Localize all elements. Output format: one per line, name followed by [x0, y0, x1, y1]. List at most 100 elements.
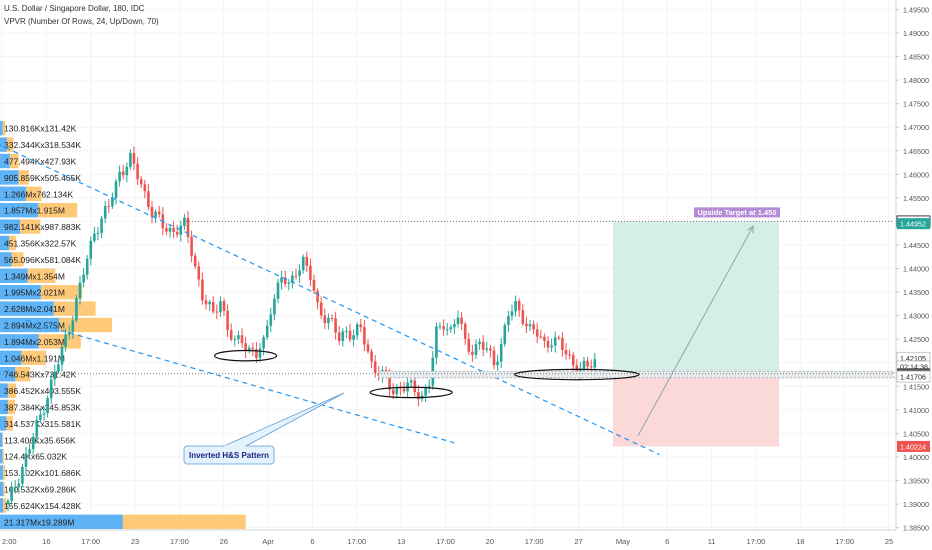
candle-body [96, 232, 100, 234]
volume-row[interactable]: 746.543Kx731.42K [0, 367, 77, 382]
candle [355, 322, 359, 340]
volume-row[interactable]: 982.141Kx987.883K [0, 219, 81, 234]
volume-down-bar [6, 137, 14, 152]
candle-body [21, 466, 24, 484]
volume-row[interactable]: 2.628Mx2.041M [0, 301, 96, 316]
candle [114, 178, 118, 205]
volume-down-bar [3, 498, 7, 513]
candle-body [150, 207, 154, 218]
candle [420, 390, 424, 402]
candle-body [190, 237, 193, 256]
volume-row[interactable]: 905.859Kx505.465K [0, 170, 81, 185]
candle [172, 221, 175, 239]
volume-row[interactable]: 1.995Mx2.021M [0, 285, 83, 300]
volume-row[interactable]: 21.317Mx19.289M [0, 514, 246, 529]
volume-row[interactable]: 1.349Mx1.354M [0, 268, 65, 283]
volume-row[interactable]: 314.537Kx315.581K [0, 416, 81, 431]
candle-body [363, 327, 366, 345]
candle-body [42, 413, 46, 415]
candle [75, 294, 78, 323]
volume-up-bar [0, 235, 10, 251]
candle [373, 355, 377, 378]
volume-row[interactable]: 1.894Mx2.053M [0, 334, 81, 349]
candle [265, 319, 269, 340]
y-tick-label: 1.47500 [903, 100, 929, 109]
volume-row[interactable]: 124.4Kx65.032K [0, 449, 67, 464]
candle-body [373, 361, 377, 373]
support-trendline[interactable] [25, 319, 455, 444]
volume-row[interactable]: 1.266Mx762.134K [0, 186, 73, 201]
volume-row[interactable]: 1.046Mx1.191M [0, 350, 65, 365]
volume-row[interactable]: 451.356Kx322.57K [0, 235, 77, 251]
volume-row-label: 1.894Mx2.053M [4, 337, 65, 347]
volume-row[interactable]: 113.406Kx35.656K [0, 432, 76, 447]
candle-body [240, 335, 244, 344]
volume-down-bar [3, 465, 6, 480]
candle [499, 338, 503, 369]
volume-down-bar [15, 367, 31, 382]
volume-up-bar [0, 334, 39, 349]
volume-row[interactable]: 332.344Kx318.534K [0, 137, 81, 152]
candle [409, 378, 413, 388]
volume-profile[interactable]: 130.816Kx131.42K 332.344Kx318.534K 477.494… [0, 121, 246, 529]
price-label-text: 1.42105 [900, 354, 926, 363]
candle [460, 312, 463, 330]
volume-row[interactable]: 477.494Kx427.93K [0, 153, 77, 169]
candle [247, 344, 251, 354]
pattern-ellipse[interactable] [513, 368, 640, 381]
pattern-ellipse[interactable] [214, 349, 278, 362]
volume-up-bar [0, 432, 3, 447]
indicator-legend[interactable]: VPVR (Number Of Rows, 24, Up/Down, 70) [4, 17, 159, 26]
candle [345, 326, 348, 339]
volume-row[interactable]: 130.816Kx131.42K [0, 121, 77, 136]
pattern-callout[interactable]: Inverted H&S Pattern [183, 392, 345, 465]
volume-down-bar [40, 285, 83, 300]
candle [46, 395, 49, 418]
volume-up-bar [0, 350, 22, 365]
volume-up-bar [0, 481, 4, 497]
target-label[interactable]: Upside Target at 1.450 [694, 207, 780, 218]
resistance-trendline[interactable] [0, 144, 660, 456]
volume-row[interactable]: 387.384Kx345.853K [0, 399, 81, 415]
neckline-zone[interactable] [378, 370, 895, 379]
candle-body [564, 350, 568, 355]
volume-row[interactable]: 153.102Kx101.686K [0, 465, 81, 480]
candle [111, 192, 114, 209]
volume-down-bar [6, 416, 13, 431]
candle-body [226, 310, 229, 331]
volume-row[interactable]: 160.532Kx69.286K [0, 481, 77, 497]
volume-row[interactable]: 155.624Kx154.428K [0, 498, 81, 513]
candle-body [273, 298, 276, 315]
annotation-drawings[interactable]: Upside Target at 1.450 Inverted H&S Patte… [0, 144, 895, 465]
candle [352, 329, 355, 347]
candle-body [503, 325, 507, 345]
candle [359, 318, 363, 333]
volume-row[interactable]: 1.857Mx1.915M [0, 203, 78, 218]
volume-row-label: 1.349Mx1.354M [4, 271, 65, 281]
pattern-ellipse[interactable] [369, 386, 453, 399]
candle-body [370, 351, 373, 362]
volume-row-label: 386.452Kx403.555K [4, 386, 81, 396]
candle [49, 374, 53, 404]
candle [528, 319, 532, 332]
candle [139, 175, 143, 189]
candle [150, 201, 154, 224]
volume-row-label: 451.356Kx322.57K [4, 239, 77, 249]
volume-up-bar [0, 203, 39, 218]
y-tick-label: 1.39500 [903, 477, 929, 486]
x-tick-label: 20 [486, 537, 494, 546]
volume-row[interactable]: 2.894Mx2.575M [0, 317, 112, 333]
volume-up-bar [0, 268, 28, 283]
y-tick-label: 1.48500 [903, 53, 929, 62]
candle [280, 270, 283, 290]
volume-row[interactable]: 565.096Kx581.084K [0, 252, 81, 267]
candle [363, 320, 366, 352]
candle [175, 225, 179, 238]
volume-row[interactable]: 386.452Kx403.555K [0, 383, 81, 398]
projection-arrow[interactable] [637, 225, 754, 437]
volume-down-bar [7, 399, 16, 415]
candle-body [71, 320, 75, 333]
candle-body [337, 332, 341, 342]
candle [463, 321, 467, 345]
